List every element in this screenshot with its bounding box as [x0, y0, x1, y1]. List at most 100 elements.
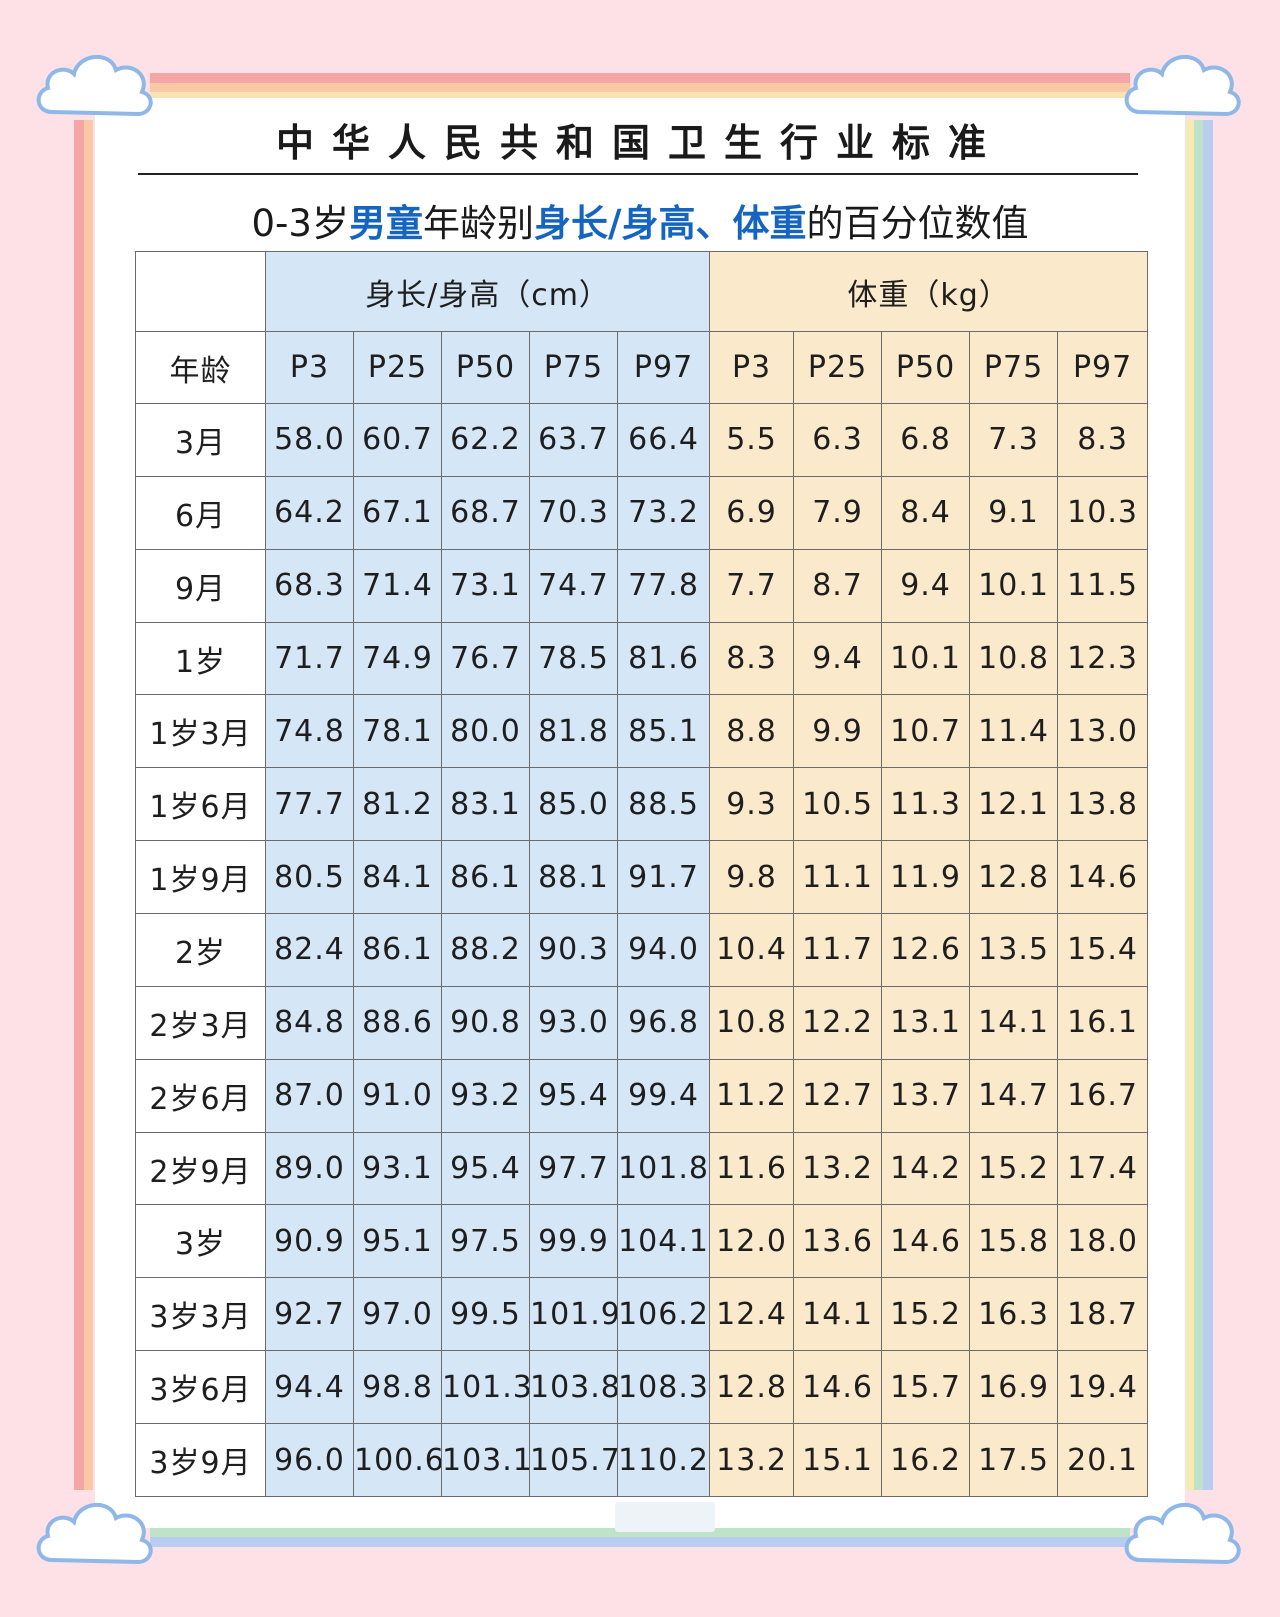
weight-value-cell: 11.4: [969, 694, 1059, 769]
weight-p3-header: P3: [709, 331, 795, 404]
height-value-cell: 96.8: [616, 985, 711, 1060]
weight-value-cell: 12.8: [969, 840, 1059, 915]
weight-p25-header: P25: [793, 331, 883, 404]
weight-value-cell: 12.1: [969, 767, 1059, 842]
weight-value-cell: 13.1: [881, 985, 971, 1060]
age-cell: 3月: [135, 403, 266, 477]
subtitle-prefix: 0-3岁: [251, 202, 349, 245]
weight-value-cell: 19.4: [1057, 1350, 1149, 1425]
weight-value-cell: 15.4: [1057, 913, 1149, 987]
height-value-cell: 90.9: [265, 1204, 354, 1279]
height-value-cell: 99.4: [616, 1058, 711, 1133]
height-value-cell: 93.1: [353, 1131, 442, 1206]
height-value-cell: 88.6: [353, 985, 442, 1060]
weight-p75-header: P75: [969, 331, 1059, 404]
weight-value-cell: 9.3: [709, 767, 795, 842]
table-row: 2岁 82.4 86.1 88.2 90.3 94.0 10.4 11.7 12.6 13.5 15…: [135, 913, 1149, 987]
height-value-cell: 88.5: [616, 767, 711, 842]
weight-value-cell: 10.3: [1057, 475, 1149, 550]
weight-value-cell: 8.4: [881, 475, 971, 550]
weight-value-cell: 18.0: [1057, 1204, 1149, 1279]
height-value-cell: 85.1: [616, 694, 711, 769]
weight-value-cell: 14.6: [1057, 840, 1149, 915]
age-cell: 2岁9月: [135, 1131, 266, 1206]
height-value-cell: 97.5: [441, 1204, 530, 1279]
height-value-cell: 80.5: [265, 840, 354, 915]
height-value-cell: 71.7: [265, 621, 354, 696]
table-row: 2岁9月 89.0 93.1 95.4 97.7 101.8 11.6 13.2 14.2 15.…: [135, 1131, 1149, 1206]
cloud-bottom-right-icon: [1124, 1502, 1241, 1565]
table-row: 3月 58.0 60.7 62.2 63.7 66.4 5.5 6.3 6.8 7.3 8.3: [135, 403, 1149, 477]
height-value-cell: 101.3: [441, 1350, 530, 1425]
height-value-cell: 80.0: [441, 694, 530, 769]
frame-stripe-bottom-green: [150, 1528, 1130, 1537]
height-value-cell: 58.0: [265, 403, 354, 477]
weight-value-cell: 12.4: [709, 1277, 795, 1352]
table-row: 3岁 90.9 95.1 97.5 99.9 104.1 12.0 13.6 14.6 15.8 1…: [135, 1204, 1149, 1279]
height-value-cell: 110.2: [616, 1423, 711, 1497]
height-value-cell: 81.2: [353, 767, 442, 842]
table-row: 2岁6月 87.0 91.0 93.2 95.4 99.4 11.2 12.7 13.7 14.7…: [135, 1058, 1149, 1133]
height-value-cell: 90.3: [529, 913, 618, 987]
table-row: 1岁 71.7 74.9 76.7 78.5 81.6 8.3 9.4 10.1 10.8 12.3: [135, 621, 1149, 696]
height-value-cell: 94.0: [616, 913, 711, 987]
weight-value-cell: 14.1: [969, 985, 1059, 1060]
height-value-cell: 93.0: [529, 985, 618, 1060]
frame-stripe-bottom-blue: [150, 1537, 1130, 1547]
height-value-cell: 99.9: [529, 1204, 618, 1279]
weight-value-cell: 7.3: [969, 403, 1059, 477]
weight-value-cell: 15.8: [969, 1204, 1059, 1279]
height-value-cell: 103.8: [529, 1350, 618, 1425]
height-value-cell: 89.0: [265, 1131, 354, 1206]
weight-value-cell: 11.2: [709, 1058, 795, 1133]
weight-value-cell: 15.2: [881, 1277, 971, 1352]
weight-value-cell: 6.9: [709, 475, 795, 550]
height-value-cell: 77.7: [265, 767, 354, 842]
weight-value-cell: 13.7: [881, 1058, 971, 1133]
weight-value-cell: 6.8: [881, 403, 971, 477]
weight-value-cell: 16.1: [1057, 985, 1149, 1060]
table-body: 3月 58.0 60.7 62.2 63.7 66.4 5.5 6.3 6.8 7.3 8.3 6月 6…: [135, 403, 1149, 1497]
height-value-cell: 63.7: [529, 403, 618, 477]
bottom-tab-decoration: [615, 1502, 715, 1532]
height-value-cell: 76.7: [441, 621, 530, 696]
height-p97-header: P97: [616, 331, 711, 404]
height-p75-header: P75: [529, 331, 618, 404]
weight-value-cell: 16.2: [881, 1423, 971, 1497]
weight-value-cell: 13.6: [793, 1204, 883, 1279]
weight-value-cell: 12.0: [709, 1204, 795, 1279]
weight-value-cell: 15.2: [969, 1131, 1059, 1206]
subtitle-suffix: 的百分位数值: [806, 202, 1029, 245]
weight-value-cell: 14.7: [969, 1058, 1059, 1133]
height-value-cell: 92.7: [265, 1277, 354, 1352]
age-cell: 9月: [135, 548, 266, 623]
cloud-top-right-icon: [1124, 54, 1241, 117]
frame-stripe-top-yellow: [150, 92, 1130, 98]
height-p25-header: P25: [353, 331, 442, 404]
height-value-cell: 77.8: [616, 548, 711, 623]
height-value-cell: 62.2: [441, 403, 530, 477]
table-row: 1岁6月 77.7 81.2 83.1 85.0 88.5 9.3 10.5 11.3 12.1 1…: [135, 767, 1149, 842]
weight-p50-header: P50: [881, 331, 971, 404]
table-row: 2岁3月 84.8 88.6 90.8 93.0 96.8 10.8 12.2 13.1 14.1…: [135, 985, 1149, 1060]
cloud-top-left-icon: [36, 54, 153, 117]
weight-value-cell: 15.7: [881, 1350, 971, 1425]
weight-value-cell: 9.1: [969, 475, 1059, 550]
weight-value-cell: 12.2: [793, 985, 883, 1060]
weight-value-cell: 14.6: [881, 1204, 971, 1279]
weight-value-cell: 11.1: [793, 840, 883, 915]
weight-value-cell: 13.8: [1057, 767, 1149, 842]
weight-value-cell: 14.2: [881, 1131, 971, 1206]
table-row: 6月 64.2 67.1 68.7 70.3 73.2 6.9 7.9 8.4 9.1 10.3: [135, 475, 1149, 550]
height-value-cell: 99.5: [441, 1277, 530, 1352]
percentile-table: 身长/身高（cm） 体重（kg） 年龄 P3 P25 P50 P75 P97 P…: [135, 251, 1149, 1497]
weight-value-cell: 10.8: [969, 621, 1059, 696]
height-value-cell: 81.6: [616, 621, 711, 696]
weight-value-cell: 20.1: [1057, 1423, 1149, 1497]
weight-value-cell: 5.5: [709, 403, 795, 477]
weight-value-cell: 6.3: [793, 403, 883, 477]
height-value-cell: 108.3: [616, 1350, 711, 1425]
corner-cell: [135, 251, 266, 332]
height-value-cell: 90.8: [441, 985, 530, 1060]
height-p50-header: P50: [441, 331, 530, 404]
